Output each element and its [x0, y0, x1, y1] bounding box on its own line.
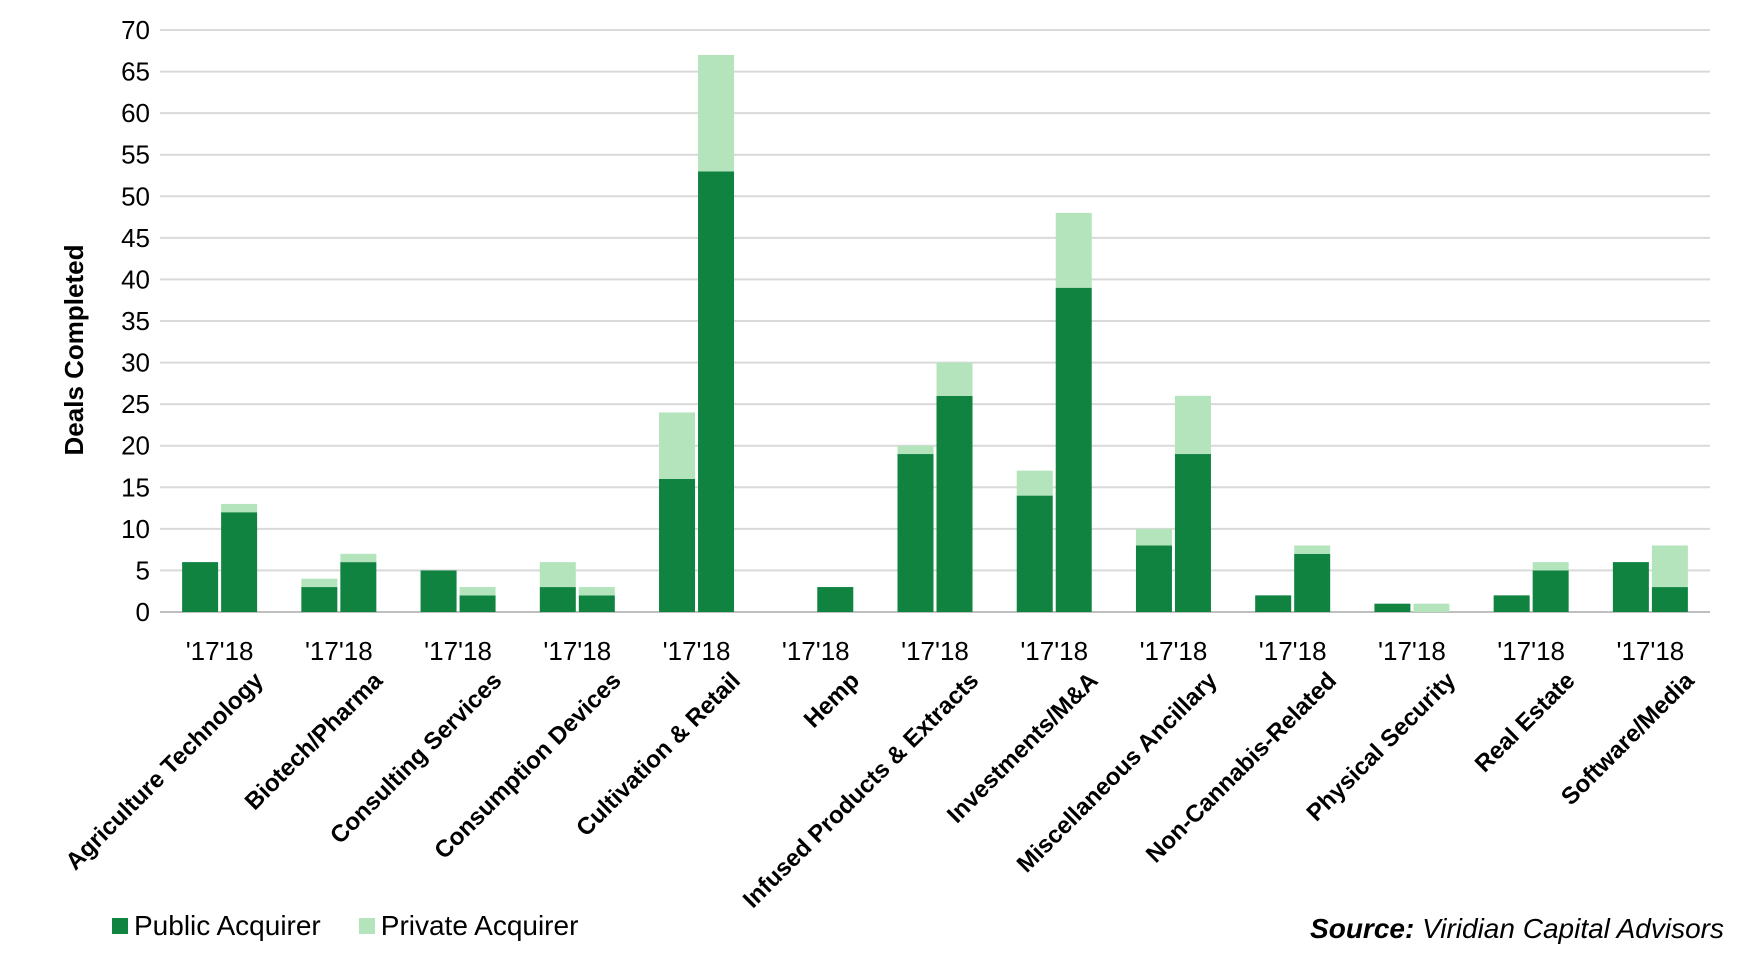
bar-public — [1651, 587, 1688, 612]
bar-private — [1651, 545, 1688, 588]
category-label: Hemp — [799, 667, 865, 733]
bar-public — [578, 595, 615, 612]
bar-public — [340, 562, 377, 612]
bar-private — [1174, 395, 1211, 455]
bar-public — [539, 587, 576, 612]
bar-private — [936, 362, 973, 396]
bar-public — [1174, 454, 1211, 612]
bar-public — [1255, 595, 1292, 612]
bar-public — [936, 395, 973, 612]
bar-private — [897, 445, 934, 455]
bar-public — [1055, 287, 1092, 612]
bar-public — [1294, 553, 1331, 612]
y-tick-label: 40 — [121, 264, 150, 294]
legend-swatch-public — [112, 918, 128, 934]
bar-public — [301, 587, 338, 612]
legend-swatch-private — [358, 918, 375, 934]
year-tick-label: '17'18 — [1378, 636, 1446, 666]
gridlines — [160, 29, 1710, 613]
bar-public — [1493, 595, 1530, 612]
year-tick-label: '17'18 — [901, 636, 969, 666]
source-text: Viridian Capital Advisors — [1414, 913, 1724, 944]
year-tick-label: '17'18 — [543, 636, 611, 666]
bar-private — [1135, 528, 1172, 546]
y-tick-label: 45 — [121, 223, 150, 253]
bar-private — [221, 503, 258, 513]
category-label: Agriculture Technology — [61, 667, 270, 876]
bar-private — [1413, 603, 1450, 612]
category-label: Miscellaneous Ancillary — [1012, 667, 1223, 878]
bar-public — [1612, 562, 1649, 612]
y-tick-label: 15 — [121, 472, 150, 502]
legend: Public Acquirer Private Acquirer — [112, 910, 616, 942]
bar-private — [1532, 562, 1569, 571]
y-tick-label: 60 — [121, 98, 150, 128]
source-note: Source: Viridian Capital Advisors — [1310, 913, 1724, 945]
year-tick-label: '17'18 — [1259, 636, 1327, 666]
bar-public — [1532, 570, 1569, 612]
y-tick-label: 50 — [121, 181, 150, 211]
bar-private — [301, 578, 338, 588]
bar-private — [539, 562, 576, 588]
category-label: Real Estate — [1470, 667, 1581, 778]
year-tick-label: '17'18 — [1020, 636, 1088, 666]
year-tick-label: '17'18 — [663, 636, 731, 666]
bar-public — [182, 562, 219, 612]
y-tick-label: 70 — [121, 15, 150, 45]
bar-private — [459, 587, 496, 596]
bar-public — [659, 478, 696, 612]
y-tick-label: 5 — [136, 555, 150, 585]
bar-public — [897, 454, 934, 612]
y-tick-label: 0 — [136, 597, 150, 627]
year-tick-label: '17'18 — [1140, 636, 1208, 666]
legend-item-public: Public Acquirer — [112, 910, 321, 942]
legend-label-public: Public Acquirer — [134, 910, 321, 941]
bar-private — [340, 553, 377, 563]
year-tick-label: '17'18 — [1616, 636, 1684, 666]
bar-private — [1016, 470, 1053, 496]
y-tick-label: 35 — [121, 306, 150, 336]
bar-public — [1374, 603, 1411, 612]
bar-public — [420, 570, 457, 612]
bar-private — [698, 54, 735, 172]
y-tick-label: 25 — [121, 389, 150, 419]
bar-public — [221, 512, 258, 612]
y-tick-label: 20 — [121, 431, 150, 461]
y-tick-label: 55 — [121, 140, 150, 170]
bar-private — [578, 587, 615, 596]
y-tick-label: 65 — [121, 57, 150, 87]
year-tick-label: '17'18 — [782, 636, 850, 666]
source-prefix: Source: — [1310, 913, 1415, 944]
bar-public — [1135, 545, 1172, 612]
year-tick-label: '17'18 — [1497, 636, 1565, 666]
legend-label-private: Private Acquirer — [380, 910, 579, 941]
bars — [182, 54, 1688, 613]
bar-public — [1016, 495, 1053, 612]
y-tick-label: 10 — [121, 514, 150, 544]
bar-public — [817, 587, 854, 612]
bar-public — [698, 171, 735, 613]
bar-private — [659, 412, 696, 479]
legend-item-private: Private Acquirer — [358, 910, 579, 942]
y-tick-label: 30 — [121, 348, 150, 378]
category-label: Infused Products & Extracts — [738, 667, 984, 913]
bar-private — [1055, 212, 1092, 288]
year-tick-label: '17'18 — [305, 636, 373, 666]
category-label: Non-Cannabis-Related — [1141, 667, 1342, 868]
y-axis-title: Deals Completed — [59, 245, 89, 456]
year-tick-label: '17'18 — [186, 636, 254, 666]
year-tick-label: '17'18 — [424, 636, 492, 666]
bar-private — [1294, 545, 1331, 554]
y-axis-ticks: 0 5 10 15 20 25 30 35 40 45 50 55 60 65 70 — [121, 15, 150, 627]
bar-public — [459, 595, 496, 612]
